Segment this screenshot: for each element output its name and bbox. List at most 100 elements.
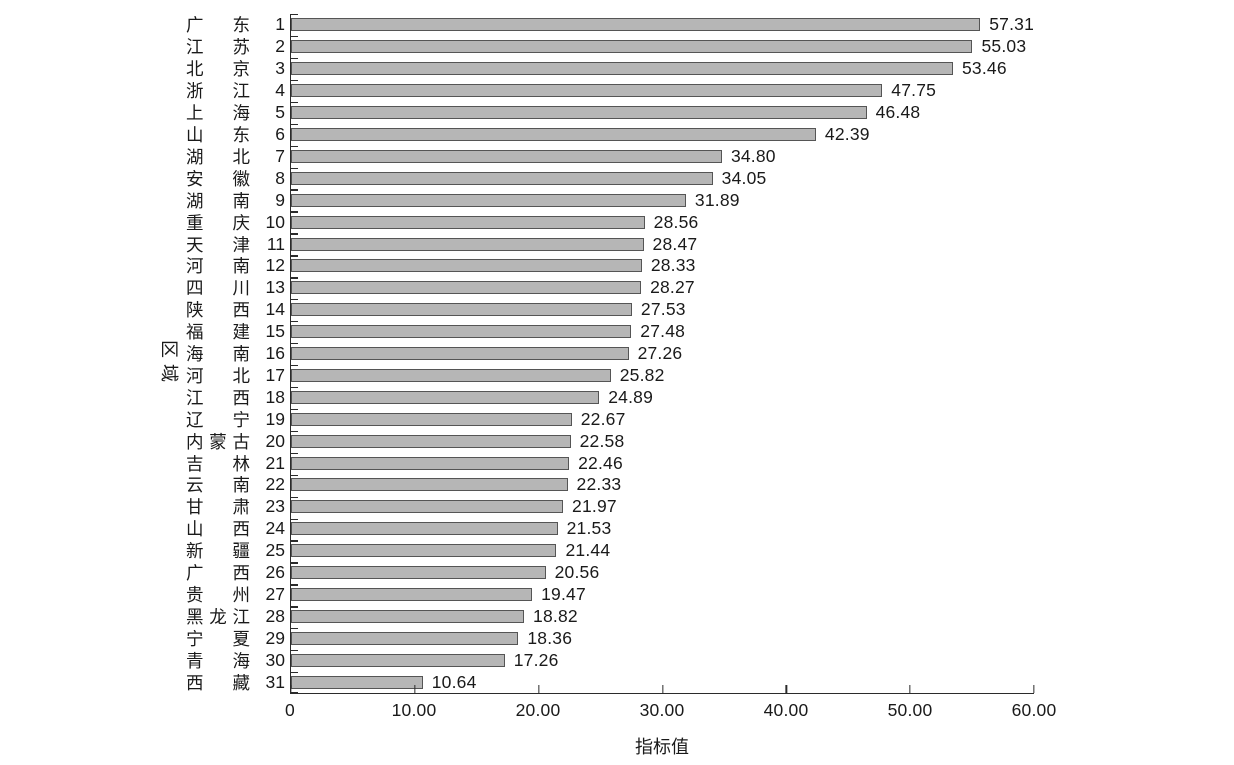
province-char: 黑 bbox=[186, 606, 204, 627]
rank-label: 12 bbox=[265, 255, 285, 276]
province-char: 龙 bbox=[209, 606, 227, 627]
bar-row: 22.33 bbox=[291, 474, 1034, 496]
bar-row: 22.58 bbox=[291, 430, 1034, 452]
province-char: 云 bbox=[186, 475, 204, 496]
value-label: 42.39 bbox=[824, 123, 870, 144]
category-label-row: 甘肃 23 bbox=[0, 496, 290, 518]
y-tick bbox=[291, 606, 298, 608]
value-label: 21.97 bbox=[572, 496, 617, 517]
province-char: 吉 bbox=[186, 453, 204, 474]
province-char: 西 bbox=[186, 672, 204, 693]
province-char: 新 bbox=[186, 541, 204, 562]
rank-label: 5 bbox=[275, 102, 285, 123]
value-label: 22.46 bbox=[578, 452, 623, 473]
bar-row: 17.26 bbox=[291, 649, 1034, 671]
province-char: 西 bbox=[232, 519, 251, 540]
value-label: 28.27 bbox=[650, 277, 695, 298]
province-char: 青 bbox=[186, 650, 204, 671]
province-label: 浙江 bbox=[186, 78, 250, 103]
bar bbox=[291, 215, 645, 229]
rank-label: 8 bbox=[275, 167, 285, 188]
bar bbox=[291, 544, 557, 558]
value-label: 34.05 bbox=[721, 167, 767, 188]
province-label: 山西 bbox=[186, 516, 250, 541]
province-char: 江 bbox=[186, 37, 204, 58]
province-char: 湖 bbox=[186, 190, 204, 211]
province-char: 江 bbox=[232, 81, 251, 102]
rank-label: 3 bbox=[275, 58, 285, 79]
rank-label: 18 bbox=[265, 386, 285, 407]
province-char: 海 bbox=[186, 344, 204, 365]
bar bbox=[291, 281, 642, 295]
rank-label: 14 bbox=[265, 299, 285, 320]
y-tick bbox=[291, 79, 298, 82]
province-char: 辽 bbox=[186, 409, 204, 430]
province-char: 山 bbox=[186, 124, 204, 145]
x-tick-label: 10.00 bbox=[391, 700, 437, 720]
bar bbox=[291, 193, 686, 207]
bar-row: 22.67 bbox=[291, 408, 1034, 430]
category-label-row: 广西 26 bbox=[0, 562, 290, 584]
province-char: 宁 bbox=[186, 628, 204, 649]
y-tick bbox=[291, 562, 298, 564]
province-char: 内 bbox=[186, 431, 204, 452]
rank-label: 4 bbox=[275, 80, 285, 101]
province-char: 南 bbox=[232, 256, 251, 277]
bar-row: 46.48 bbox=[291, 102, 1034, 124]
bar-row: 20.56 bbox=[291, 562, 1034, 584]
province-char: 安 bbox=[186, 168, 204, 189]
province-char: 西 bbox=[232, 387, 251, 408]
rank-label: 27 bbox=[265, 584, 285, 605]
bar bbox=[291, 412, 572, 426]
bar-row: 21.97 bbox=[291, 496, 1034, 518]
province-char: 南 bbox=[232, 344, 251, 365]
value-label: 28.56 bbox=[653, 211, 699, 232]
province-char: 北 bbox=[232, 365, 251, 386]
category-label-row: 辽宁 19 bbox=[0, 408, 290, 430]
y-tick bbox=[291, 692, 298, 694]
bar-row: 21.44 bbox=[291, 540, 1034, 562]
rank-label: 26 bbox=[265, 562, 285, 583]
province-label: 湖南 bbox=[186, 188, 250, 213]
bar-row: 10.64 bbox=[291, 671, 1034, 693]
rank-label: 16 bbox=[265, 343, 285, 364]
rank-label: 17 bbox=[265, 364, 285, 385]
rank-label: 21 bbox=[265, 452, 285, 473]
bar-row: 28.33 bbox=[291, 255, 1034, 277]
bar bbox=[291, 631, 519, 645]
rank-label: 19 bbox=[265, 408, 285, 429]
province-char: 藏 bbox=[232, 672, 251, 693]
category-label-row: 浙江 4 bbox=[0, 80, 290, 102]
x-tick bbox=[290, 685, 292, 693]
bar-row: 53.46 bbox=[291, 58, 1034, 80]
province-char: 福 bbox=[186, 322, 204, 343]
province-char: 广 bbox=[186, 15, 204, 36]
province-label: 江苏 bbox=[186, 34, 250, 59]
province-char: 天 bbox=[186, 234, 204, 255]
province-char: 重 bbox=[186, 212, 204, 233]
bar-row: 28.56 bbox=[291, 211, 1034, 233]
value-label: 22.33 bbox=[576, 474, 622, 495]
province-label: 湖北 bbox=[186, 144, 250, 169]
province-char: 庆 bbox=[232, 212, 251, 233]
rank-label: 20 bbox=[265, 430, 285, 451]
province-label: 天津 bbox=[186, 232, 250, 257]
rank-label: 22 bbox=[265, 474, 285, 495]
province-char: 东 bbox=[232, 124, 251, 145]
rank-label: 11 bbox=[266, 233, 285, 254]
province-label: 云南 bbox=[186, 472, 250, 497]
value-label: 55.03 bbox=[981, 36, 1027, 57]
province-char: 北 bbox=[232, 146, 251, 167]
value-label: 57.31 bbox=[989, 14, 1034, 35]
bar-row: 28.47 bbox=[291, 233, 1034, 255]
province-label: 宁夏 bbox=[186, 626, 250, 651]
province-label: 山东 bbox=[186, 122, 250, 147]
value-label: 53.46 bbox=[962, 58, 1007, 79]
y-tick bbox=[291, 584, 298, 586]
province-char: 北 bbox=[186, 59, 204, 80]
category-label-row: 黑龙江 28 bbox=[0, 605, 290, 627]
